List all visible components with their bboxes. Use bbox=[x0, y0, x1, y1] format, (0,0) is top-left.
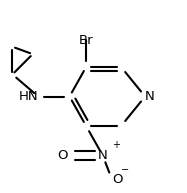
Text: N: N bbox=[98, 149, 108, 162]
Text: N: N bbox=[145, 90, 155, 103]
Text: −: − bbox=[121, 165, 129, 175]
Text: HN: HN bbox=[19, 90, 38, 103]
Text: Br: Br bbox=[79, 34, 94, 47]
Text: O: O bbox=[112, 173, 122, 186]
Text: O: O bbox=[57, 149, 68, 162]
Text: +: + bbox=[112, 140, 119, 150]
